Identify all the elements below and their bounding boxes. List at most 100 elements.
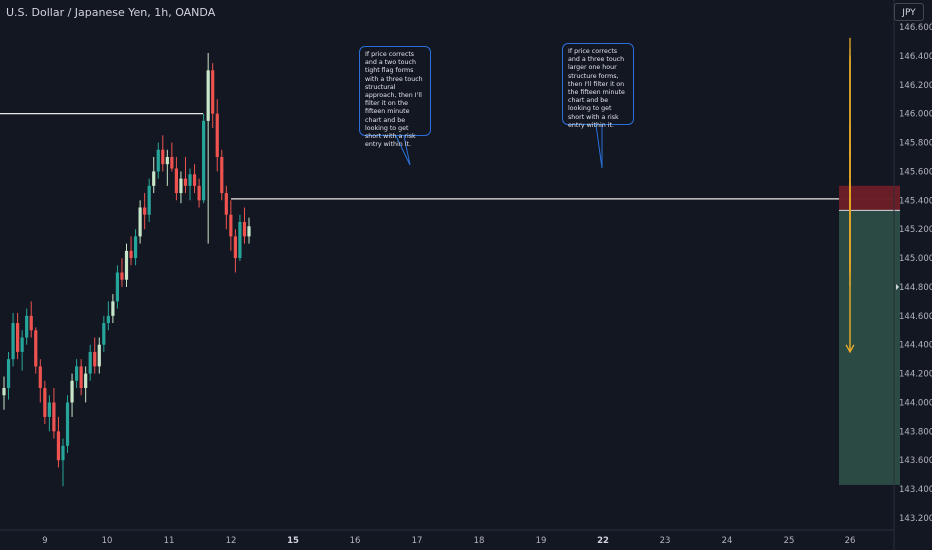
candle-body [56,431,61,461]
price-marker-icon [896,283,899,290]
candle-body [47,402,51,417]
candle-body [65,402,70,446]
x-tick-label: 25 [784,536,795,546]
candle-body [179,178,183,194]
stop-loss-zone [839,185,900,211]
candle-body [152,171,156,186]
trade-zones [839,185,900,485]
candle-body [170,156,174,169]
projection-arrowhead-icon [845,344,855,354]
candle-body [115,272,120,302]
candle-body [102,323,106,345]
candle-body [2,388,6,396]
x-tick-label: 11 [164,536,175,546]
candle-body [206,70,210,121]
y-tick-label: 144.600 [899,312,932,322]
y-tick-label: 145.200 [899,225,932,235]
candle-body [138,207,142,237]
candle-body [88,351,92,374]
x-tick-label: 24 [722,536,733,546]
candle-body [70,380,74,403]
x-tick-label: 19 [536,536,547,546]
annotation-note-1[interactable]: If price corrects and a two touch tight … [359,46,431,148]
candle-body [120,272,124,280]
y-tick-label: 145.600 [899,167,932,177]
take-profit-zone [839,210,900,485]
candle-body [52,402,56,432]
candle-body [192,174,197,186]
candle-body [106,315,110,324]
candle-body [143,207,147,215]
candles [2,52,251,487]
candle-body [43,388,47,417]
candle-body [111,301,115,316]
projections [395,37,855,354]
candle-body [247,226,251,237]
candle-body [129,250,133,259]
candle-body [6,359,11,389]
candle-body [211,70,215,114]
candle-body [202,120,206,201]
candle-body [124,250,129,280]
candle-body [238,221,242,259]
y-tick-label: 146.400 [899,52,932,62]
candle-body [34,330,38,367]
candle-body [242,221,247,237]
candle-body [215,113,219,157]
note-1-pointer [395,135,411,166]
x-tick-label: 10 [102,536,113,546]
candle-body [220,156,224,194]
annotation-note-2-text: If price corrects and a three touch larg… [568,48,625,129]
y-tick-label: 145.800 [899,139,932,149]
candle-body [74,366,79,381]
candle-body [161,149,165,165]
y-tick-label: 145.400 [899,196,932,206]
y-tick-label: 144.000 [899,398,932,408]
candle-body [165,156,169,165]
annotation-note-2[interactable]: If price corrects and a three touch larg… [562,43,634,129]
candle-body [61,445,65,461]
candle-body [29,315,33,331]
candle-body [97,344,101,367]
candle-body [133,236,138,259]
note-2-pointer [595,124,603,169]
y-tick-label: 143.200 [899,514,932,524]
annotation-note-1-text: If price corrects and a two touch tight … [365,51,423,149]
y-tick-label: 143.400 [899,485,932,495]
candle-body [233,236,237,259]
candle-body [79,366,83,389]
y-tick-label: 146.600 [899,23,932,33]
candle-body [156,149,160,172]
horizontal-levels [0,113,894,200]
x-tick-label: 9 [42,536,47,546]
candle-body [183,178,188,186]
chart-title: U.S. Dollar / Japanese Yen, 1h, OANDA [6,6,216,19]
candle-body [174,168,179,194]
candle-body [93,351,97,367]
currency-button[interactable]: JPY [894,3,924,21]
x-tick-label: 15 [287,536,299,546]
x-tick-label: 16 [350,536,361,546]
candle-body [38,366,42,389]
x-tick-label: 23 [660,536,671,546]
y-tick-label: 143.600 [899,456,932,466]
y-tick-label: 144.200 [899,370,932,380]
candle-body [224,193,228,215]
candle-body [16,323,20,352]
x-tick-label: 26 [845,536,856,546]
candle-body [188,174,192,186]
candle-body [229,214,233,237]
candle-body [25,315,29,338]
candle-body [20,337,24,352]
y-tick-label: 145.000 [899,254,932,264]
x-tick-label: 22 [597,536,609,546]
candle-body [197,185,201,201]
y-tick-label: 143.800 [899,427,932,437]
x-tick-label: 17 [412,536,423,546]
y-tick-label: 146.200 [899,81,932,91]
x-tick-label: 18 [474,536,485,546]
y-tick-label: 144.800 [899,283,932,293]
